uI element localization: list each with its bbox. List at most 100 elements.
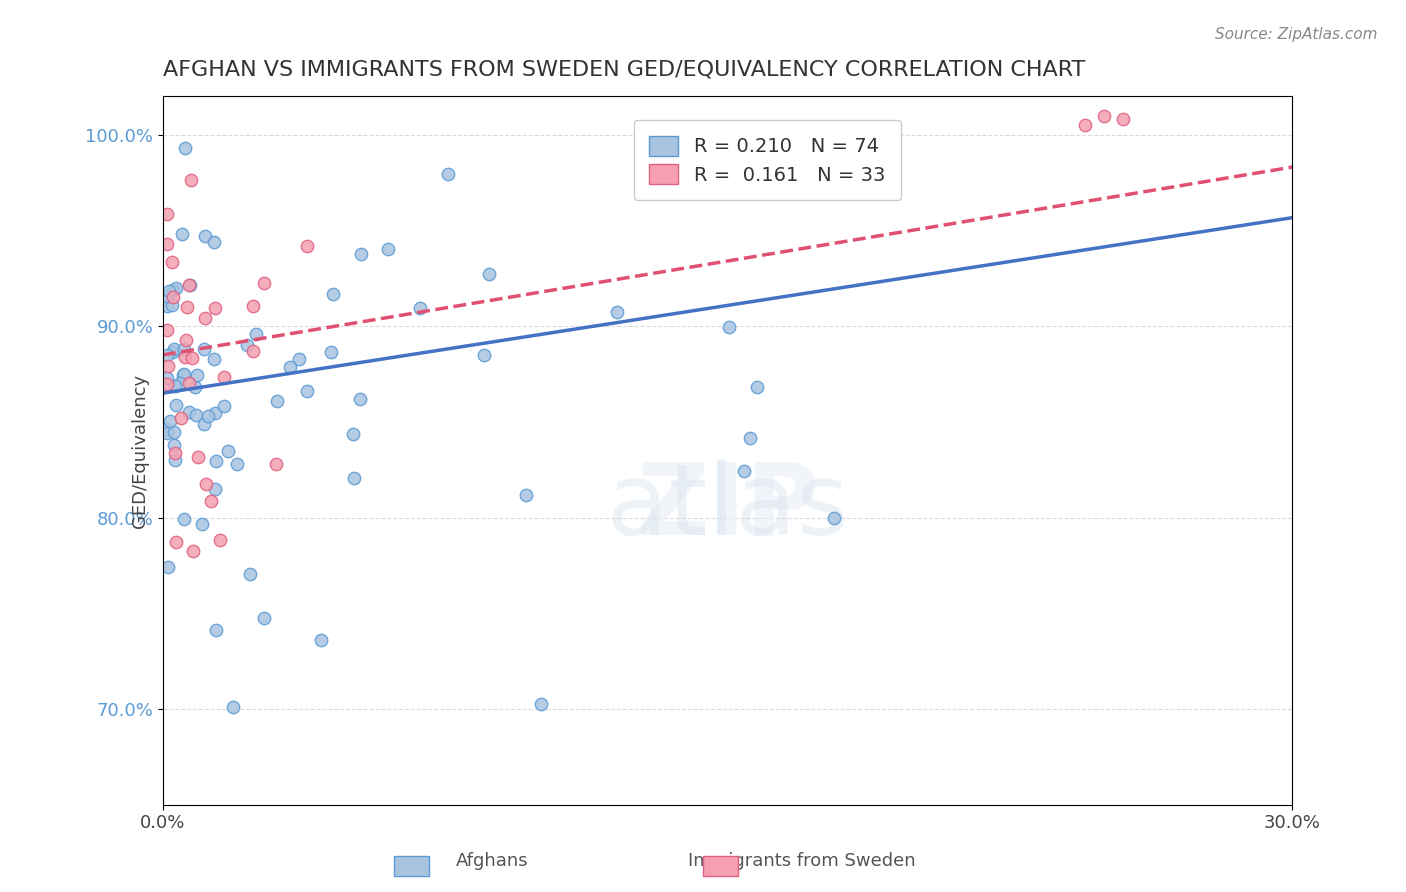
Point: [180, 172, 202, 186]
Point: [349, 392, 371, 406]
Point: [823, 510, 845, 524]
Point: [202, 235, 225, 249]
Point: [295, 239, 318, 253]
Point: [160, 298, 183, 312]
Point: [205, 623, 228, 637]
Point: [186, 368, 208, 382]
Point: [253, 276, 276, 290]
Point: [226, 457, 249, 471]
Point: [311, 633, 333, 648]
Point: [515, 488, 537, 502]
Point: [718, 320, 741, 334]
Point: [278, 359, 301, 374]
Point: [163, 445, 186, 459]
Point: [166, 280, 188, 294]
Point: [1074, 118, 1097, 132]
Point: [194, 477, 217, 491]
Point: [242, 298, 264, 312]
Point: [176, 300, 198, 314]
Point: [437, 167, 460, 181]
Point: [156, 371, 179, 385]
Point: [221, 699, 243, 714]
Point: [163, 453, 186, 467]
Point: [156, 426, 179, 441]
Point: [322, 287, 344, 301]
Point: [184, 408, 207, 422]
Point: [163, 438, 186, 452]
Point: [181, 351, 204, 365]
Point: [319, 345, 342, 359]
Point: [217, 443, 239, 458]
Point: [239, 566, 262, 581]
Point: [174, 141, 197, 155]
Point: [156, 289, 179, 303]
Text: Source: ZipAtlas.com: Source: ZipAtlas.com: [1215, 27, 1378, 42]
Point: [190, 516, 212, 531]
Point: [156, 299, 179, 313]
Point: [179, 277, 201, 292]
Point: [170, 411, 193, 425]
Point: [173, 512, 195, 526]
Point: [740, 431, 762, 445]
Point: [242, 344, 264, 359]
Point: [156, 207, 179, 221]
Point: [173, 368, 195, 382]
Point: [343, 471, 366, 485]
Point: [165, 379, 187, 393]
Y-axis label: GED/Equivalency: GED/Equivalency: [131, 374, 149, 528]
Point: [156, 323, 179, 337]
Point: [266, 394, 288, 409]
Point: [156, 348, 179, 362]
Text: Immigrants from Sweden: Immigrants from Sweden: [688, 852, 915, 870]
Point: [156, 237, 179, 252]
Point: [606, 304, 628, 318]
Point: [194, 229, 217, 244]
Text: atlas: atlas: [607, 458, 848, 556]
Point: [165, 398, 187, 412]
Text: Afghans: Afghans: [456, 852, 529, 870]
Point: [197, 409, 219, 424]
Point: [162, 283, 184, 297]
Point: [172, 368, 194, 383]
Point: [530, 697, 553, 711]
Point: [156, 376, 179, 391]
Point: [245, 327, 267, 342]
Point: [733, 464, 755, 478]
Point: [745, 380, 768, 394]
Point: [165, 535, 187, 549]
Point: [1112, 112, 1135, 127]
Point: [204, 351, 226, 366]
Point: [172, 227, 194, 241]
Point: [162, 290, 184, 304]
Text: AFGHAN VS IMMIGRANTS FROM SWEDEN GED/EQUIVALENCY CORRELATION CHART: AFGHAN VS IMMIGRANTS FROM SWEDEN GED/EQU…: [163, 60, 1085, 79]
Point: [236, 338, 259, 352]
Point: [287, 351, 309, 366]
Point: [156, 422, 179, 436]
Point: [181, 544, 204, 558]
Point: [205, 454, 228, 468]
Point: [253, 611, 276, 625]
Point: [163, 342, 186, 356]
Point: [162, 425, 184, 439]
Point: [200, 494, 222, 508]
Point: [160, 254, 183, 268]
Point: [157, 560, 180, 574]
Point: [179, 376, 201, 390]
Point: [350, 246, 373, 260]
Point: [194, 311, 217, 326]
Point: [162, 344, 184, 359]
Point: [157, 359, 180, 374]
Point: [187, 450, 209, 464]
Point: [409, 301, 432, 315]
Point: [173, 350, 195, 364]
Point: [157, 284, 180, 298]
Point: [204, 301, 226, 315]
Point: [1092, 109, 1115, 123]
Point: [204, 406, 226, 420]
Text: ZIP: ZIP: [636, 458, 820, 556]
Point: [478, 267, 501, 281]
Point: [184, 380, 207, 394]
Legend: R = 0.210   N = 74, R =  0.161   N = 33: R = 0.210 N = 74, R = 0.161 N = 33: [634, 120, 901, 201]
Point: [173, 342, 195, 356]
Point: [177, 278, 200, 293]
